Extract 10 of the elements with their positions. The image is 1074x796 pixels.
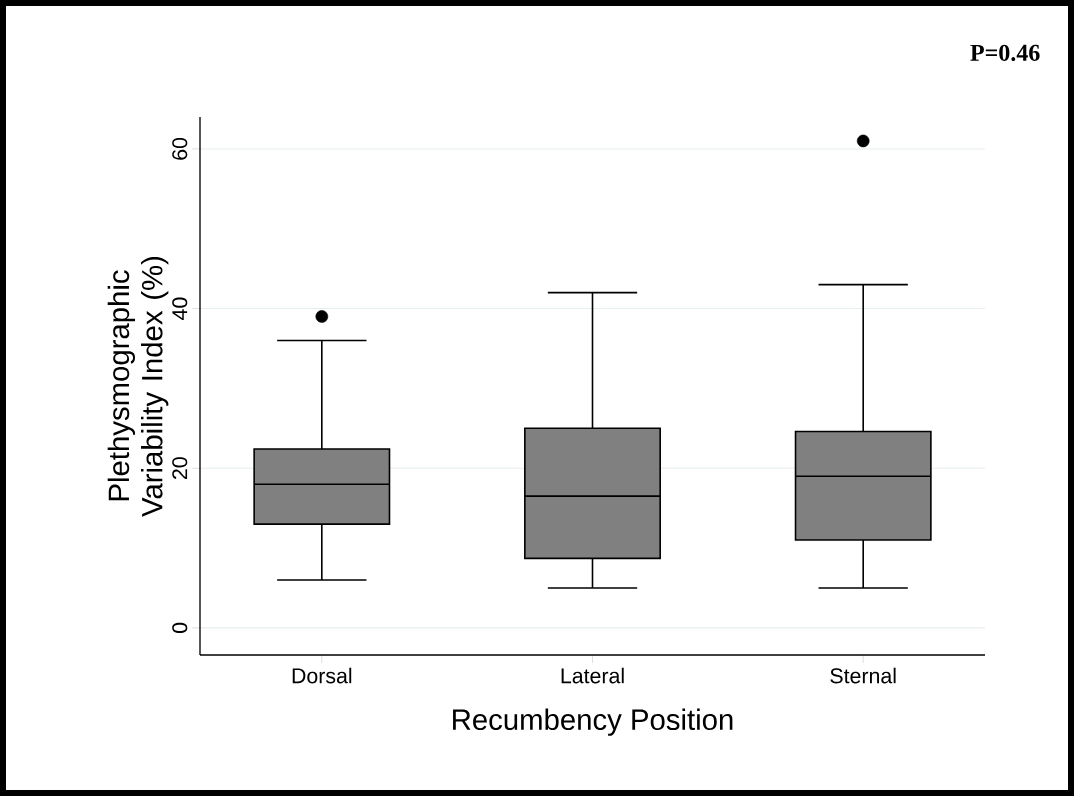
text: P=0.46 <box>970 44 1040 61</box>
y-tick-label: 40 <box>172 297 188 320</box>
x-tick-label: Sternal <box>830 667 896 684</box>
x-tick-label: Dorsal <box>292 667 352 684</box>
y-tick-label: 60 <box>172 137 188 160</box>
y-axis-title: Plethysmographic Variability Index (%) <box>107 256 169 517</box>
y-tick-label: 0 <box>172 622 188 633</box>
y-tick-label: 20 <box>172 457 188 480</box>
x-tick-label: Lateral <box>561 667 624 684</box>
x-axis-title: Recumbency Position <box>453 708 733 736</box>
